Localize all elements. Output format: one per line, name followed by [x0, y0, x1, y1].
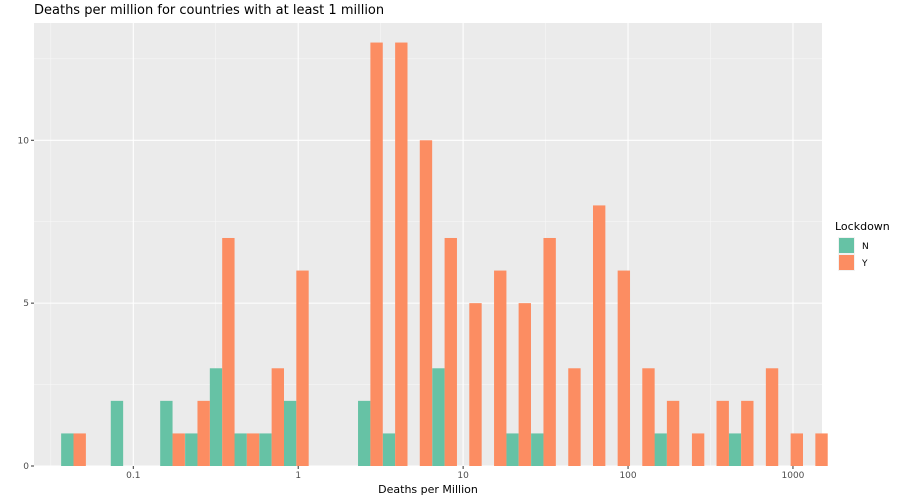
bar-y — [444, 237, 457, 466]
bar-y — [518, 303, 531, 466]
bar-n — [728, 433, 742, 466]
y-tick-label: 0 — [23, 462, 29, 472]
bar-n — [61, 433, 74, 466]
bar-y — [790, 433, 803, 466]
x-tick-label: 1000 — [782, 471, 805, 481]
chart-title: Deaths per million for countries with at… — [34, 3, 385, 18]
bar-y — [395, 42, 408, 466]
bar-n — [654, 433, 667, 466]
bar-n — [209, 368, 223, 466]
bar-y — [494, 270, 507, 466]
bar-y — [246, 433, 260, 466]
bar-y — [419, 140, 433, 466]
axes: 0 5 10 0.1 1 10 100 1000 — [18, 136, 805, 481]
bar-n — [432, 368, 445, 466]
bar-n — [358, 400, 371, 466]
bar-y — [543, 237, 556, 466]
y-tick-label: 5 — [23, 299, 29, 309]
bar-y — [642, 368, 655, 466]
bars — [61, 42, 828, 467]
bar-y — [716, 400, 729, 466]
bar-n — [110, 400, 124, 466]
bar-n — [531, 433, 544, 466]
bar-y — [469, 303, 482, 466]
bar-n — [506, 433, 519, 466]
x-axis-title: Deaths per Million — [378, 483, 478, 496]
legend-swatch-n — [839, 238, 854, 253]
bar-n — [259, 433, 272, 466]
x-tick-label: 100 — [619, 471, 636, 481]
bar-n — [283, 400, 297, 466]
bar-y — [815, 433, 828, 466]
x-tick-label: 10 — [457, 471, 469, 481]
x-tick-label: 0.1 — [126, 471, 140, 481]
y-tick-label: 10 — [18, 136, 30, 146]
bar-y — [271, 368, 284, 466]
legend-swatch-y — [839, 255, 854, 270]
bar-n — [382, 433, 396, 466]
legend-label-n: N — [862, 242, 869, 252]
bar-y — [197, 400, 210, 466]
bar-n — [160, 400, 173, 466]
bar-y — [568, 368, 581, 466]
bar-y — [73, 433, 86, 466]
bar-y — [296, 270, 309, 466]
legend: Lockdown NY — [835, 220, 890, 271]
bar-n — [185, 433, 198, 466]
bar-y — [765, 368, 779, 466]
bar-n — [234, 433, 247, 466]
bar-y — [691, 433, 705, 466]
bar-y — [592, 205, 606, 467]
bar-y — [617, 270, 631, 466]
legend-title: Lockdown — [835, 220, 890, 233]
bar-y — [370, 42, 383, 466]
bar-y — [172, 433, 185, 466]
bar-y — [222, 237, 235, 466]
bar-y — [666, 400, 680, 466]
bar-y — [741, 400, 754, 466]
x-tick-label: 1 — [295, 471, 301, 481]
legend-label-y: Y — [861, 259, 868, 269]
